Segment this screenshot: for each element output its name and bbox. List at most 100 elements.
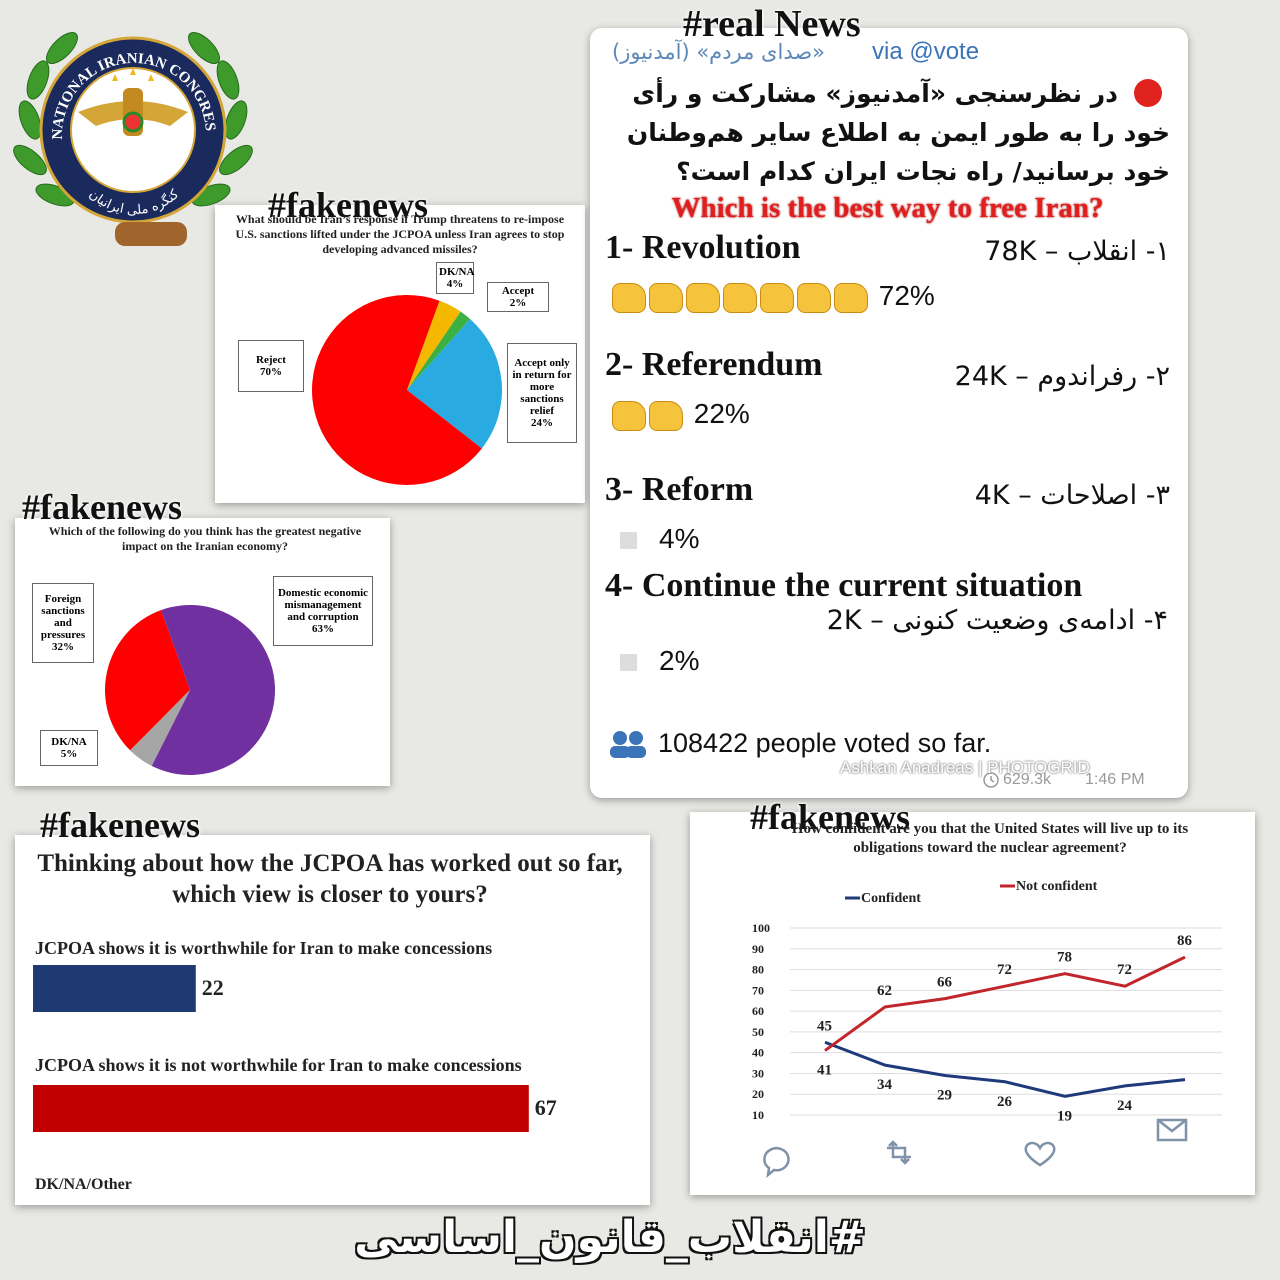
channel-name: «صدای مردم» (آمدنیوز) (612, 40, 826, 64)
value-label: 62 (877, 983, 892, 999)
like-icon[interactable] (1024, 1141, 1056, 1167)
value-label: 19 (1057, 1108, 1072, 1124)
question-en: Which is the best way to free Iran? (671, 192, 1104, 224)
slice-value: 70% (260, 366, 282, 378)
views-icon (983, 772, 999, 788)
value-label: 66 (937, 975, 953, 991)
badge: #fakenews (40, 805, 200, 845)
option-en: 3- Reform (605, 471, 754, 508)
y-tick-label: 10 (752, 1108, 764, 1122)
bar-label: JCPOA shows it is not worthwhile for Ira… (35, 1055, 522, 1075)
option-fa: ۴- ادامه‌ی وضعیت کنونی – 2K (826, 605, 1168, 636)
value-label: 24 (1117, 1098, 1133, 1114)
mail-icon[interactable] (1156, 1118, 1188, 1142)
slice-value: 4% (446, 278, 464, 290)
chart-title: Thinking about how the JCPOA has worked … (37, 850, 623, 908)
series-line (824, 1040, 1186, 1098)
option-result: 72% (612, 280, 935, 313)
callout: Reject 70% (238, 340, 304, 392)
slice-label: Domestic economic mismanagement and corr… (277, 587, 369, 623)
y-tick-label: 50 (752, 1025, 764, 1039)
pie-slice (104, 610, 190, 751)
legend-label: Not confident (1016, 879, 1098, 894)
badge: #fakenews (22, 487, 182, 527)
slice-value: 63% (312, 623, 334, 635)
option-en: 2- Referendum (605, 346, 823, 383)
watermark: Ashkan Anadreas | PHOTOGRID (840, 758, 1090, 777)
series-line (824, 955, 1186, 1052)
value-label: 86 (1177, 933, 1193, 949)
value-label: 34 (877, 1077, 893, 1093)
callout: Domestic economic mismanagement and corr… (273, 576, 373, 646)
slice-label: DK/NA (51, 736, 87, 748)
callout: DK/NA 5% (40, 730, 98, 766)
chart-title: Which of the following do you think has … (48, 524, 362, 553)
pie-slice (130, 690, 190, 766)
slice-value: 2% (509, 297, 527, 309)
card (690, 812, 1255, 1195)
callout: Foreign sanctions and pressures 32% (32, 583, 94, 663)
badge: #fakenews (750, 797, 910, 837)
legend-label: Confident (861, 891, 921, 906)
y-tick-label: 90 (752, 942, 764, 956)
option-percent: 2% (659, 645, 700, 676)
card (15, 835, 650, 1205)
value-label: 45 (817, 1018, 832, 1034)
y-tick-label: 60 (752, 1004, 764, 1018)
option-percent: 72% (878, 280, 935, 311)
chart-title: What should be Iran’s response if Trump … (235, 212, 565, 256)
option-result: 2% (620, 645, 699, 677)
y-tick-label: 80 (752, 963, 764, 977)
slice-value: 5% (60, 748, 78, 760)
vote-total: 108422 people voted so far. (658, 728, 992, 758)
callout: DK/NA 4% (436, 262, 474, 294)
hashtag: #انقلاب_قانون_اساسی (354, 1212, 866, 1263)
bar-label: DK/NA/Other (35, 1176, 132, 1193)
red-dot (1134, 79, 1162, 107)
pie-slice (407, 318, 502, 449)
value-label: 67 (535, 1095, 557, 1120)
value-label: 72 (997, 962, 1012, 978)
option-fa: ۳- اصلاحات – 4K (974, 480, 1170, 511)
slice-label: Accept only in return for more sanctions… (512, 357, 572, 417)
slice-label: Accept (501, 285, 535, 297)
option-percent: 4% (659, 523, 700, 554)
tweet-actions[interactable] (763, 1118, 1188, 1179)
pie-slice (407, 311, 471, 390)
pie-slice (407, 300, 461, 390)
y-tick-label: 70 (752, 983, 764, 997)
value-label: 41 (817, 1063, 832, 1079)
bar (33, 1085, 529, 1132)
slice-label: DK/NA (439, 266, 475, 278)
option-en: 4- Continue the current situation (605, 567, 1083, 604)
bar-label: JCPOA shows it is worthwhile for Iran to… (35, 938, 493, 958)
option-percent: 22% (693, 398, 750, 429)
logo: NATIONAL IRANIAN CONGRESS کنگره ملی ایرا… (0, 0, 253, 246)
option-result: 22% (612, 398, 750, 431)
value-label: 26 (997, 1094, 1013, 1110)
option-en: 1- Revolution (605, 229, 801, 266)
poll-heading: #real News (683, 3, 861, 45)
y-tick-label: 100 (752, 921, 770, 935)
via: via @vote (872, 38, 980, 65)
retweet-icon[interactable] (887, 1140, 911, 1165)
pie-slice (312, 295, 482, 485)
slice-value: 24% (531, 417, 553, 429)
time: 1:46 PM (1085, 771, 1145, 788)
callout: Accept only in return for more sanctions… (507, 343, 577, 443)
option-fa: ۱- انقلاب – 78K (984, 236, 1170, 267)
slice-value: 32% (52, 641, 74, 653)
views: 629.3k (1003, 771, 1052, 788)
callout: Accept 2% (487, 282, 549, 312)
reply-icon[interactable] (763, 1147, 790, 1179)
value-label: 72 (1117, 962, 1132, 978)
y-tick-label: 30 (752, 1066, 764, 1080)
slice-label: Reject (256, 354, 286, 366)
bar (33, 965, 196, 1012)
y-tick-label: 20 (752, 1087, 764, 1101)
y-tick-label: 40 (752, 1046, 764, 1060)
value-label: 78 (1057, 950, 1072, 966)
slice-label: Foreign sanctions and pressures (40, 593, 86, 641)
option-fa: ۲- رفراندوم – 24K (954, 361, 1170, 392)
